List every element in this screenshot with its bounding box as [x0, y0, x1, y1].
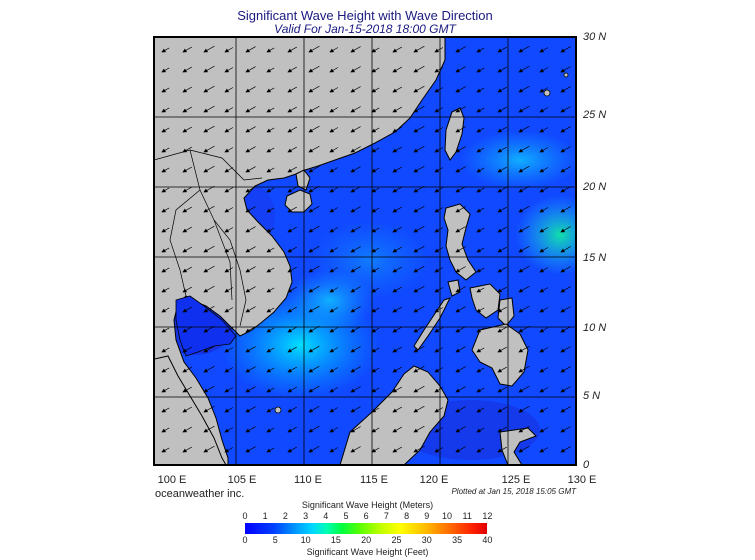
legend-feet-tick: 40 — [482, 535, 493, 545]
legend-feet-tick: 35 — [452, 535, 463, 545]
page-title: Significant Wave Height with Wave Direct… — [237, 8, 493, 23]
legend-meters-tick: 4 — [323, 511, 329, 521]
legend-meters-tick: 10 — [441, 511, 452, 521]
land-mindanao — [471, 323, 529, 387]
legend-colorbar — [245, 523, 487, 534]
lat-label: 10 N — [583, 322, 607, 334]
legend-meters-tick: 12 — [482, 511, 493, 521]
land-hainan — [284, 189, 313, 213]
country-borders — [154, 149, 263, 327]
legend-meters-tick: 2 — [282, 511, 288, 521]
legend-feet-tick: 20 — [361, 535, 372, 545]
lon-label: 110 E — [294, 474, 322, 486]
map-frame — [153, 36, 577, 466]
lat-label: 30 N — [583, 31, 607, 43]
legend-feet-tick: 30 — [421, 535, 432, 545]
legend-title-feet: Significant Wave Height (Feet) — [306, 547, 429, 557]
plotted-timestamp: Plotted at Jan 15, 2018 15:05 GMT — [451, 487, 576, 496]
land-sulawesi — [499, 427, 537, 465]
lat-label: 25 N — [583, 109, 607, 121]
legend-meters-tick: 6 — [363, 511, 369, 521]
high-wave-zone-east — [515, 195, 576, 275]
wave-direction-arrows — [161, 45, 571, 453]
legend-meters-tick: 3 — [303, 511, 309, 521]
lon-label: 105 E — [227, 474, 257, 486]
lon-label: 115 E — [360, 474, 388, 486]
page-subtitle: Valid For Jan-15-2018 18:00 GMT — [274, 22, 456, 36]
lat-label: 0 — [583, 459, 590, 471]
legend-meters-tick: 1 — [262, 511, 268, 521]
legend-meters-tick: 7 — [383, 511, 389, 521]
legend-meters-tick: 8 — [404, 511, 410, 521]
legend-meters-tick: 5 — [343, 511, 349, 521]
legend-meters-tick: 11 — [462, 511, 472, 521]
credit-text: oceanweather inc. — [155, 488, 245, 500]
lon-label: 130 E — [567, 474, 597, 486]
legend-feet-tick: 10 — [300, 535, 311, 545]
lat-label: 15 N — [583, 252, 607, 264]
lat-label: 5 N — [583, 390, 601, 402]
legend-feet-tick: 0 — [242, 535, 248, 545]
land-luzon — [443, 203, 477, 281]
lon-label: 120 E — [419, 474, 449, 486]
legend-feet-tick: 15 — [330, 535, 341, 545]
lat-lon-grid — [154, 37, 576, 465]
legend-title-meters: Significant Wave Height (Meters) — [301, 500, 434, 510]
legend-feet-tick: 5 — [272, 535, 278, 545]
lat-label: 20 N — [583, 181, 607, 193]
lon-label: 125 E — [501, 474, 531, 486]
lon-label: 100 E — [157, 474, 187, 486]
legend-meters-tick: 9 — [424, 511, 430, 521]
legend-feet-tick: 25 — [391, 535, 402, 545]
legend-meters-tick: 0 — [242, 511, 248, 521]
